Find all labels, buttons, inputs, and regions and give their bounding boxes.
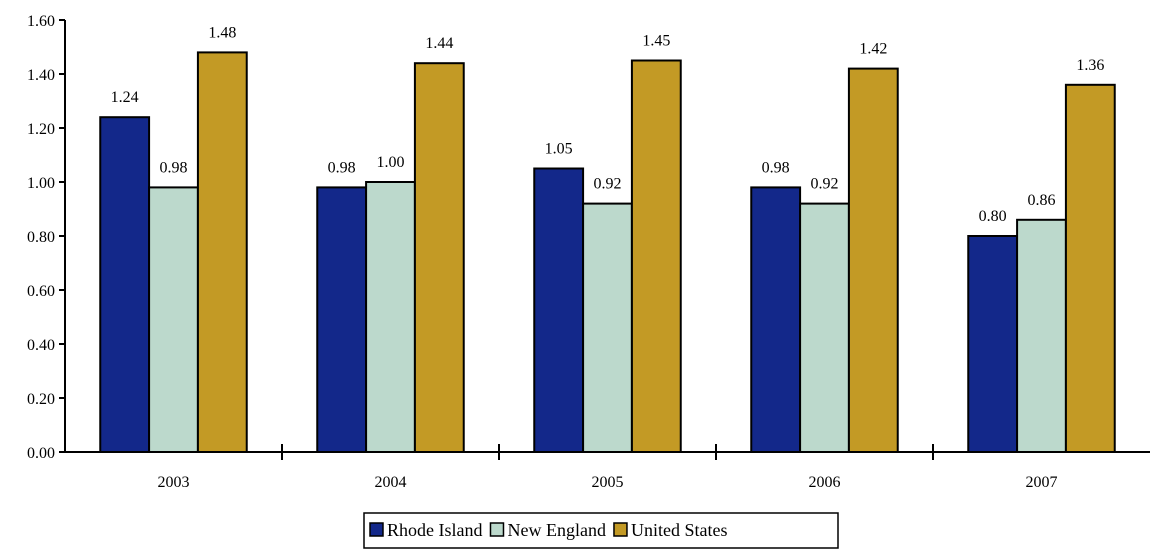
legend-swatch [489, 522, 505, 537]
data-label: 1.42 [859, 41, 887, 58]
bar [533, 167, 585, 453]
bar [99, 116, 151, 453]
legend-label: Rhode Island [387, 520, 482, 540]
legend-label: New England [507, 520, 605, 540]
legend: Rhode Island New England United States [363, 512, 839, 549]
bar [1064, 83, 1116, 454]
legend-swatch [613, 522, 628, 537]
data-label: 0.92 [594, 176, 622, 193]
bar [148, 186, 199, 453]
data-labels: 1.24 0.98 1.48 0.98 1.00 1.44 1.05 0.92 1.45 0.98… [111, 24, 1105, 225]
x-tick-label: 2007 [1026, 474, 1058, 491]
x-axis: 2003 2004 2005 2006 2007 [65, 444, 1150, 491]
x-tick-label: 2003 [158, 474, 190, 491]
x-tick-label: 2005 [592, 474, 624, 491]
bar [365, 181, 416, 453]
data-label: 1.48 [208, 24, 236, 41]
bar [967, 235, 1019, 453]
y-tick-label: 0.00 [27, 445, 55, 462]
y-tick-label: 0.80 [27, 229, 55, 246]
y-tick-label: 0.60 [27, 283, 55, 300]
bar [1016, 218, 1067, 453]
data-label: 0.80 [979, 208, 1007, 225]
data-label: 0.98 [328, 159, 356, 176]
data-label: 1.36 [1076, 57, 1104, 74]
bar [799, 202, 850, 453]
x-tick-label: 2006 [809, 474, 841, 491]
bar [316, 186, 368, 453]
bar [413, 62, 465, 453]
bar [196, 51, 248, 454]
legend-box [363, 512, 839, 549]
y-tick-label: 1.20 [27, 121, 55, 138]
data-label: 0.98 [160, 159, 188, 176]
data-label: 1.05 [545, 141, 573, 158]
data-label: 0.98 [762, 159, 790, 176]
bar [582, 202, 633, 453]
y-tick-label: 0.20 [27, 391, 55, 408]
bar [630, 59, 682, 453]
y-axis: 0.00 0.20 0.40 0.60 0.80 1.00 1.20 1.40 1.60 [27, 13, 66, 462]
legend-label: United States [631, 520, 728, 540]
data-label: 1.45 [642, 33, 670, 50]
data-label: 0.92 [811, 176, 839, 193]
x-tick-label: 2004 [375, 474, 407, 491]
legend-swatch [369, 522, 384, 537]
bar [750, 186, 802, 453]
y-tick-label: 1.60 [27, 13, 55, 30]
data-label: 1.00 [377, 154, 405, 171]
bar [847, 67, 899, 453]
data-label: 1.44 [425, 35, 453, 52]
y-tick-label: 1.40 [27, 67, 55, 84]
bars [99, 51, 1116, 454]
y-tick-label: 0.40 [27, 337, 55, 354]
data-label: 1.24 [111, 89, 139, 106]
y-tick-label: 1.00 [27, 175, 55, 192]
data-label: 0.86 [1028, 192, 1056, 209]
